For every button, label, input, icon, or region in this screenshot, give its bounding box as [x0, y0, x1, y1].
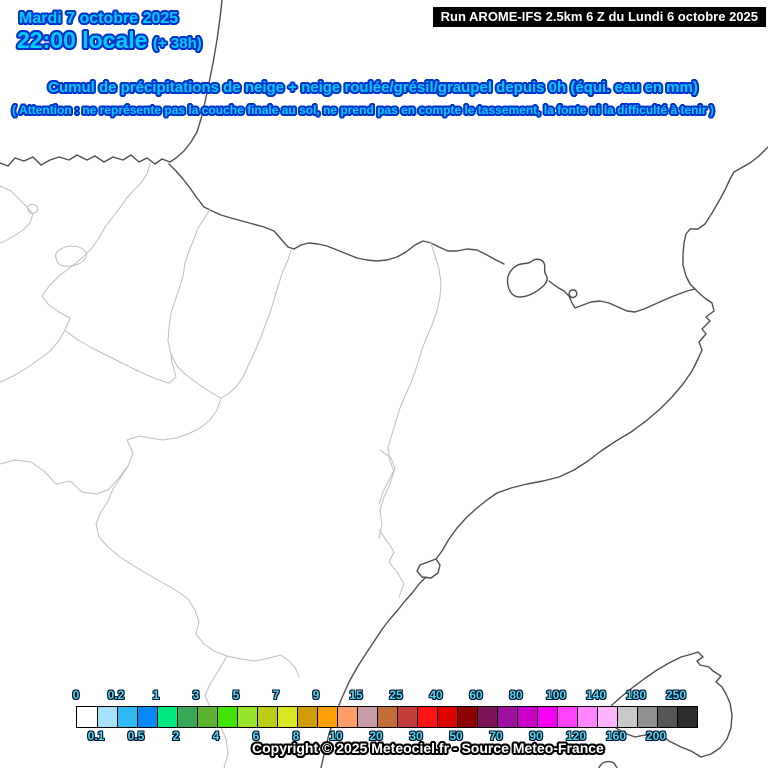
legend-cell	[537, 707, 557, 727]
legend-tick-label: 60	[469, 688, 483, 702]
date-label: Mardi 7 octobre 2025	[19, 10, 179, 27]
burgos-border	[0, 459, 128, 495]
legend-tick-label: 30	[409, 729, 423, 743]
legend-cell	[657, 707, 677, 727]
map-title: Cumul de précipitations de neige + neige…	[48, 79, 698, 96]
legend-tick-label: 1	[152, 688, 160, 702]
legend-tick-label: 25	[389, 688, 403, 702]
legend-tick-label: 70	[489, 729, 503, 743]
legend-tick-label: 0.5	[127, 729, 145, 743]
legend-tick-label: 0.2	[107, 688, 125, 702]
north-spain-and-atlantic-coast	[0, 0, 223, 167]
rioja-border	[126, 397, 222, 441]
small-enclave	[27, 203, 38, 214]
map-warning-note: ( Attention : ne représente pas la couch…	[12, 103, 714, 117]
legend-cell	[357, 707, 377, 727]
legend-tick-label: 0.1	[87, 729, 105, 743]
legend-cell	[97, 707, 117, 727]
legend-cell	[117, 707, 137, 727]
legend-cell	[337, 707, 357, 727]
legend-cell	[397, 707, 417, 727]
legend-tick-label: 0	[72, 688, 80, 702]
legend-cell	[257, 707, 277, 727]
legend-cell	[417, 707, 437, 727]
copyright-label: Copyright © 2025 Meteociel.fr - Source M…	[252, 740, 604, 756]
castellon-border-a	[378, 449, 396, 505]
legend-cell	[597, 707, 617, 727]
legend-tick-label: 7	[272, 688, 280, 702]
legend-tick-label: 10	[329, 729, 343, 743]
navarra-west-border	[167, 208, 222, 399]
legend-ticks-top: 0 0.2 1 3 5 7 9 15 25 40 60 80 100 140 180 250	[72, 688, 716, 702]
legend-tick-label: 140	[585, 688, 607, 702]
legend-ticks-bottom: 0.1 0.5 2 4 6 8 10 20 30 50 70 90 120 160 200	[76, 729, 716, 743]
legend-tick-label: 40	[429, 688, 443, 702]
legend-tick-label: 6	[252, 729, 260, 743]
legend-cell	[437, 707, 457, 727]
rioja-south-border	[65, 330, 177, 384]
basque-borders	[0, 163, 151, 383]
andorra-outline	[506, 258, 548, 298]
pyrenees-border-east	[548, 280, 696, 313]
legend-cell	[197, 707, 217, 727]
legend-tick-label: 50	[449, 729, 463, 743]
precipitation-legend: 0 0.2 1 3 5 7 9 15 25 40 60 80 100 140 180 250 0.1 0.5 2 4…	[73, 688, 698, 748]
legend-cell	[617, 707, 637, 727]
legend-cell	[77, 707, 97, 727]
legend-tick-label: 3	[192, 688, 200, 702]
legend-tick-label: 200	[645, 729, 667, 743]
legend-cell	[677, 707, 697, 727]
legend-cell	[557, 707, 577, 727]
llivia-enclave	[568, 289, 578, 299]
pyrenees-border-west	[168, 163, 505, 265]
legend-tick-label: 180	[625, 688, 647, 702]
mallorca-outline	[609, 651, 733, 758]
legend-cell	[137, 707, 157, 727]
forecast-offset-label: (+ 38h)	[153, 35, 202, 52]
legend-tick-label: 5	[232, 688, 240, 702]
soria-zaragoza-border	[95, 439, 300, 678]
cantabria-border	[0, 185, 34, 244]
legend-tick-label: 250	[665, 688, 687, 702]
legend-tick-label: 80	[509, 688, 523, 702]
legend-tick-label: 4	[212, 729, 220, 743]
legend-cell	[637, 707, 657, 727]
legend-cell	[497, 707, 517, 727]
ebro-delta	[416, 558, 441, 579]
legend-tick-label: 100	[545, 688, 567, 702]
legend-cell	[217, 707, 237, 727]
legend-tick-label: 90	[529, 729, 543, 743]
local-time-label: 22:00 locale	[17, 27, 148, 53]
legend-cell	[377, 707, 397, 727]
legend-tick-label: 120	[565, 729, 587, 743]
legend-tick-label: 8	[292, 729, 300, 743]
legend-cell	[277, 707, 297, 727]
model-run-info: Run AROME-IFS 2.5km 6 Z du Lundi 6 octob…	[432, 7, 766, 27]
legend-cell	[177, 707, 197, 727]
navarra-east-border	[220, 249, 292, 399]
catalonia-aragon-border	[378, 242, 442, 539]
legend-cell	[297, 707, 317, 727]
castellon-border-b	[378, 529, 405, 598]
legend-cell	[317, 707, 337, 727]
legend-cell	[517, 707, 537, 727]
legend-tick-label: 9	[312, 688, 320, 702]
legend-cell	[577, 707, 597, 727]
trevino-enclave	[55, 245, 87, 267]
legend-tick-label: 20	[369, 729, 383, 743]
legend-cell	[477, 707, 497, 727]
legend-tick-label: 160	[605, 729, 627, 743]
mediterranean-coast	[435, 146, 768, 560]
legend-bar	[76, 706, 698, 728]
cabrera-islet	[598, 760, 618, 768]
legend-cell	[457, 707, 477, 727]
legend-tick-label: 2	[172, 729, 180, 743]
legend-cell	[157, 707, 177, 727]
regional-border-layer	[0, 163, 442, 768]
legend-cell	[237, 707, 257, 727]
legend-tick-label: 15	[349, 688, 363, 702]
